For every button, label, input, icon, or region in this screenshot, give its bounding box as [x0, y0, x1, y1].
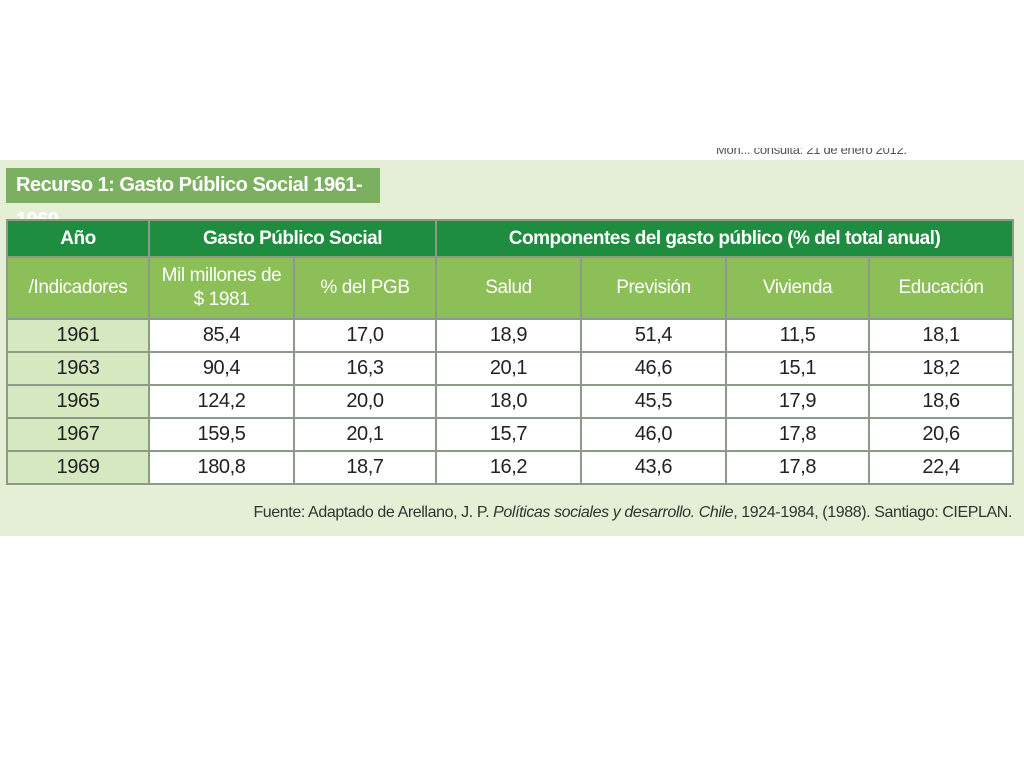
cell-pgb: 18,7: [293, 450, 437, 485]
cell-prevision: 51,4: [580, 318, 727, 353]
cell-vivienda: 11,5: [725, 318, 870, 353]
cell-year: 1965: [6, 384, 150, 419]
table-row: 1963 90,4 16,3 20,1 46,6 15,1 18,2: [6, 351, 1015, 386]
header-componentes: Componentes del gasto público (% del tot…: [434, 219, 1015, 258]
cell-year: 1961: [6, 318, 150, 353]
cutoff-text-content: Mon... consulta: 21 de enero 2012.: [716, 148, 907, 157]
cell-vivienda: 15,1: [725, 351, 870, 386]
cell-year: 1963: [6, 351, 150, 386]
cell-prevision: 46,6: [580, 351, 727, 386]
cell-pgb: 20,1: [293, 417, 437, 452]
cell-pgb: 20,0: [293, 384, 437, 419]
source-citation: Fuente: Adaptado de Arellano, J. P. Polí…: [0, 504, 1012, 522]
cell-pgb: 17,0: [293, 318, 437, 353]
header-millones-line2: $ 1981: [193, 289, 250, 310]
cell-millones: 159,5: [148, 417, 295, 452]
header-row-sub: /Indicadores Mil millones de $ 1981 % de…: [6, 256, 1015, 320]
source-prefix: Fuente: Adaptado de Arellano, J. P.: [253, 504, 494, 521]
cell-educacion: 18,1: [867, 318, 1015, 353]
cell-salud: 16,2: [435, 450, 582, 485]
header-indicadores: /Indicadores: [6, 256, 150, 320]
cell-educacion: 22,4: [867, 450, 1015, 485]
cell-millones: 85,4: [148, 318, 295, 353]
source-title: Políticas sociales y desarrollo. Chile: [493, 504, 734, 521]
cell-millones: 90,4: [148, 351, 295, 386]
table-row: 1961 85,4 17,0 18,9 51,4 11,5 18,1: [6, 318, 1015, 353]
cell-prevision: 45,5: [580, 384, 727, 419]
cell-educacion: 18,2: [867, 351, 1015, 386]
resource-title: Recurso 1: Gasto Público Social 1961-196…: [6, 168, 380, 231]
cell-educacion: 20,6: [867, 417, 1015, 452]
header-gasto: Gasto Público Social: [148, 219, 437, 258]
cell-salud: 15,7: [435, 417, 582, 452]
header-salud: Salud: [435, 256, 582, 320]
cell-salud: 18,9: [435, 318, 582, 353]
source-suffix: , 1924-1984, (1988). Santiago: CIEPLAN.: [733, 504, 1012, 521]
table-row: 1967 159,5 20,1 15,7 46,0 17,8 20,6: [6, 417, 1015, 452]
header-vivienda: Vivienda: [725, 256, 870, 320]
header-year: Año: [6, 219, 150, 258]
header-pgb: % del PGB: [293, 256, 437, 320]
cell-salud: 18,0: [435, 384, 582, 419]
data-table: Año Gasto Público Social Componentes del…: [6, 219, 1015, 485]
cell-prevision: 43,6: [580, 450, 727, 485]
header-prevision: Previsión: [580, 256, 727, 320]
table-row: 1969 180,8 18,7 16,2 43,6 17,8 22,4: [6, 450, 1015, 485]
header-row-top: Año Gasto Público Social Componentes del…: [6, 219, 1015, 258]
header-millones: Mil millones de $ 1981: [148, 256, 295, 320]
cell-year: 1967: [6, 417, 150, 452]
table-row: 1965 124,2 20,0 18,0 45,5 17,9 18,6: [6, 384, 1015, 419]
cell-year: 1969: [6, 450, 150, 485]
cell-prevision: 46,0: [580, 417, 727, 452]
cell-vivienda: 17,9: [725, 384, 870, 419]
cell-millones: 124,2: [148, 384, 295, 419]
cell-vivienda: 17,8: [725, 450, 870, 485]
cell-pgb: 16,3: [293, 351, 437, 386]
cell-salud: 20,1: [435, 351, 582, 386]
cell-millones: 180,8: [148, 450, 295, 485]
cutoff-text: Mon... consulta: 21 de enero 2012.: [716, 148, 916, 164]
cell-educacion: 18,6: [867, 384, 1015, 419]
header-millones-line1: Mil millones de: [161, 265, 282, 286]
cell-vivienda: 17,8: [725, 417, 870, 452]
header-educacion: Educación: [867, 256, 1015, 320]
